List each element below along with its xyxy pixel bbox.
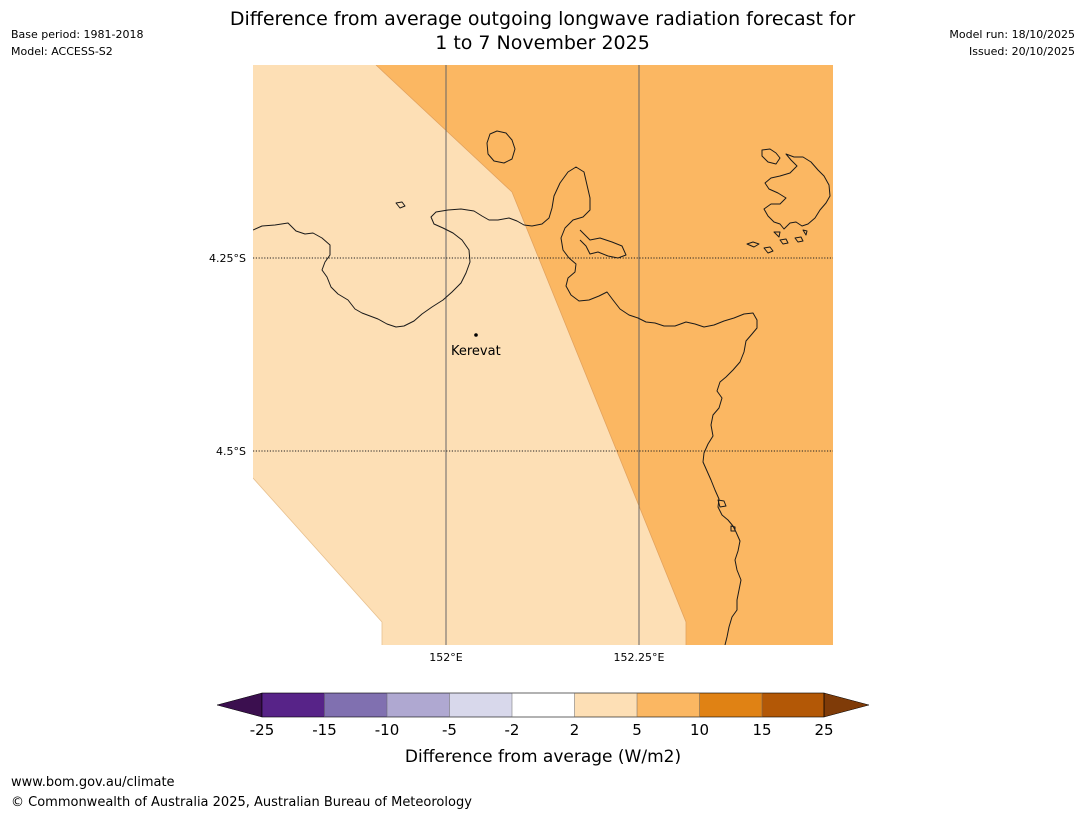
islet-2: [746, 241, 760, 248]
legend-tick-3: -5: [442, 721, 457, 739]
anomaly-band-light: [253, 65, 686, 645]
map-title-line1: Difference from average outgoing longwav…: [229, 8, 856, 30]
coastlines: [253, 130, 831, 645]
color-legend: -25 -15 -10 -5 -2 2 5 10 15 25 Differenc…: [216, 692, 870, 767]
islet-4: [779, 238, 789, 245]
footer-copyright: © Commonwealth of Australia 2025, Austra…: [11, 795, 472, 810]
legend-tick-6: 5: [632, 721, 642, 739]
place-label-kerevat: Kerevat: [451, 344, 501, 359]
lon-label-152: 152°E: [429, 651, 462, 664]
islet-7: [802, 229, 808, 236]
model-run: Model run: 18/10/2025: [949, 28, 1075, 41]
map-title-line2: 1 to 7 November 2025: [435, 32, 650, 54]
footer-url: www.bom.gov.au/climate: [11, 775, 175, 790]
legend-tick-2: -10: [375, 721, 400, 739]
islet-9: [730, 525, 736, 532]
legend-tick-9: 25: [814, 721, 833, 739]
legend-tick-5: 2: [570, 721, 580, 739]
meta-right: Model run: 18/10/2025 Issued: 20/10/2025: [949, 26, 1075, 60]
legend-dividers: [324, 693, 763, 717]
legend-swatch-5: [512, 693, 575, 717]
issued-date: Issued: 20/10/2025: [968, 45, 1075, 58]
islet-6: [773, 231, 781, 238]
legend-arrow-high: [823, 692, 870, 718]
band-boundary: [375, 65, 687, 645]
islet-1: [395, 201, 406, 209]
legend-swatch-9: [762, 693, 824, 717]
islands-duke-of-york: [761, 148, 831, 230]
legend-tick-4: -2: [505, 721, 520, 739]
legend-tick-0: -25: [250, 721, 275, 739]
legend-swatch-1: [262, 693, 325, 717]
legend-tick-1: -15: [312, 721, 337, 739]
kerevat-marker: [474, 333, 478, 337]
coastline-main: [253, 166, 758, 645]
legend-arrow-low: [216, 692, 263, 718]
legend-swatch-4: [449, 693, 512, 717]
legend-tick-8: 15: [752, 721, 771, 739]
legend-tick-7: 10: [690, 721, 709, 739]
island-north: [486, 130, 516, 164]
legend-swatch-2: [324, 693, 387, 717]
base-period: Base period: 1981-2018: [11, 28, 144, 41]
legend-frame: [261, 692, 825, 718]
lon-label-152-25: 152.25°E: [614, 651, 665, 664]
coastline-east-headland: [579, 229, 627, 259]
lat-label-4-5: 4.5°S: [216, 445, 246, 458]
islet-3: [763, 246, 774, 254]
nodata-boundary: [253, 477, 383, 645]
islet-5: [794, 236, 804, 243]
legend-swatch-7: [637, 693, 700, 717]
legend-label: Difference from average (W/m2): [405, 747, 681, 767]
map-area: [253, 65, 833, 645]
lat-label-4-25: 4.25°S: [209, 252, 246, 265]
legend-swatch-3: [387, 693, 450, 717]
islet-8: [717, 499, 727, 508]
map-title: Difference from average outgoing longwav…: [160, 7, 925, 55]
legend-swatch-6: [574, 693, 637, 717]
legend-swatch-8: [699, 693, 762, 717]
meta-left: Base period: 1981-2018 Model: ACCESS-S2: [11, 26, 143, 60]
model-name: Model: ACCESS-S2: [11, 45, 113, 58]
